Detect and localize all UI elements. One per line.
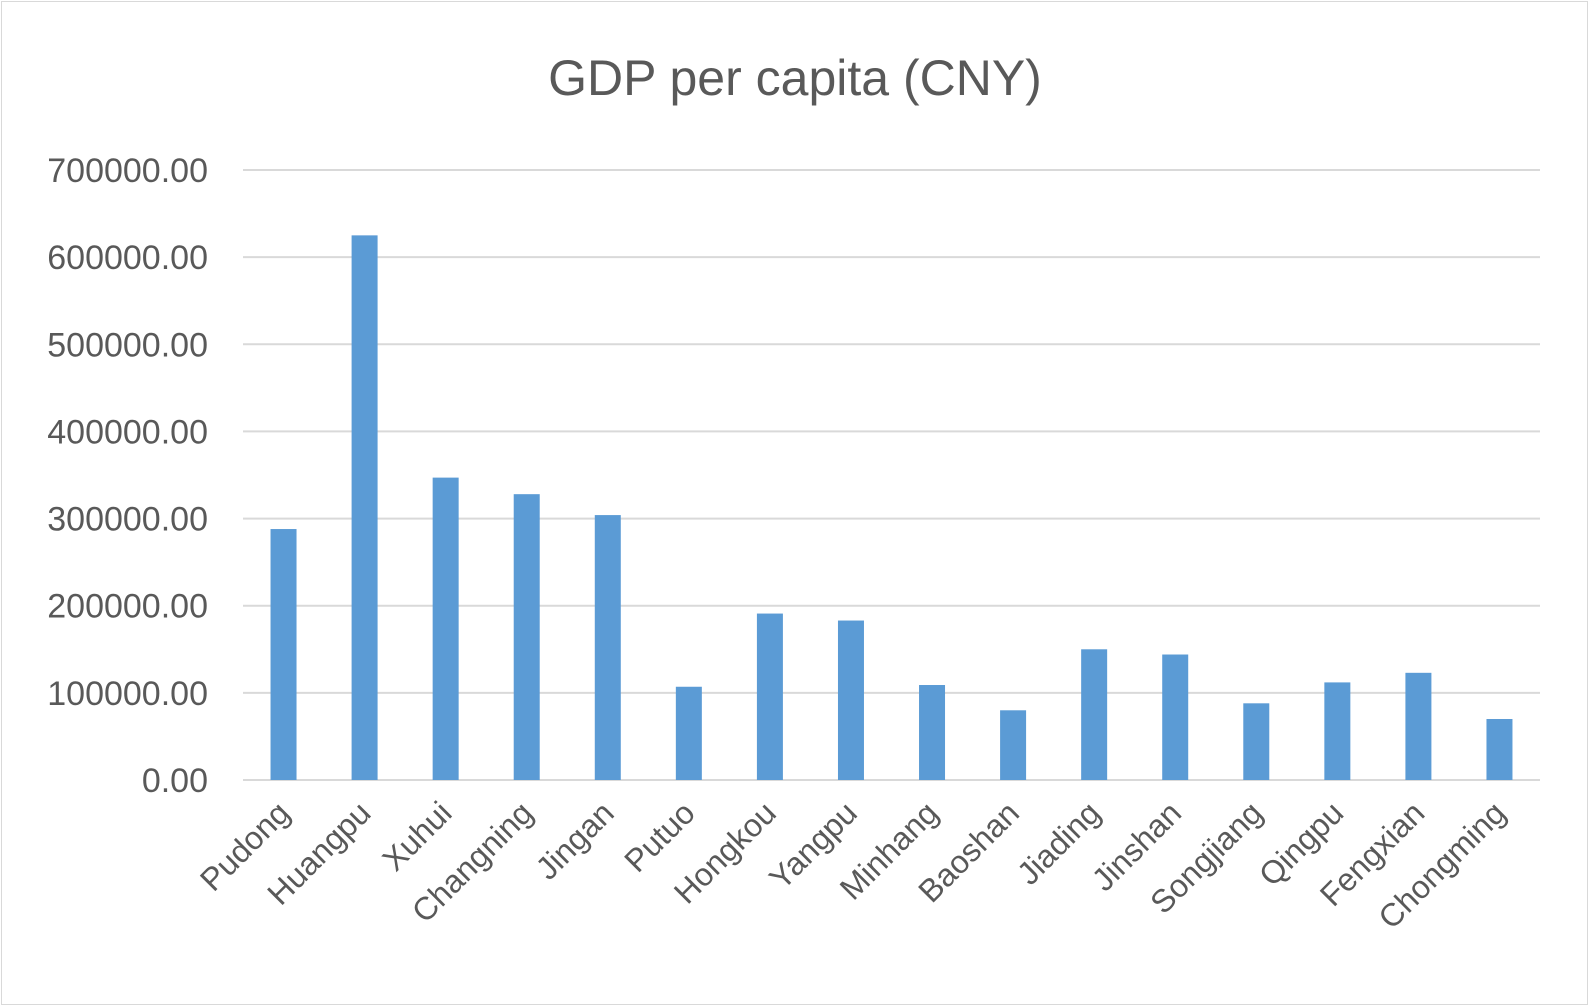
bar-changning (513, 494, 540, 780)
bar-xuhui (432, 477, 459, 780)
x-category-label: Jingan (529, 794, 621, 886)
y-tick-label: 700000.00 (47, 152, 208, 190)
y-axis-tick-labels: 0.00 100000.00 200000.00 300000.00 400000.00… (47, 152, 208, 800)
chart-title: GDP per capita (CNY) (548, 50, 1042, 106)
y-tick-label: 400000.00 (47, 413, 208, 451)
y-tick-label: 500000.00 (47, 326, 208, 364)
bar-pudong (270, 529, 297, 780)
y-tick-label: 300000.00 (47, 501, 208, 539)
y-tick-label: 200000.00 (47, 588, 208, 626)
bar-qingpu (1324, 682, 1351, 780)
bar-fengxian (1405, 672, 1432, 780)
bar-jingan (594, 515, 621, 780)
bar-baoshan (1000, 710, 1027, 780)
bar-huangpu (351, 235, 378, 780)
bar-jinshan (1162, 654, 1189, 780)
bar-minhang (919, 685, 946, 780)
y-tick-label: 0.00 (142, 762, 208, 800)
bar-chongming (1486, 719, 1513, 780)
bar-hongkou (756, 613, 783, 780)
bar-putuo (675, 686, 702, 780)
bars (270, 235, 1513, 780)
bar-yangpu (837, 620, 864, 780)
bar-jiading (1081, 649, 1108, 780)
gridlines (243, 169, 1540, 781)
bar-songjiang (1243, 703, 1270, 780)
y-tick-label: 100000.00 (47, 675, 208, 713)
y-tick-label: 600000.00 (47, 239, 208, 277)
x-axis-category-labels: PudongHuangpuXuhuiChangningJinganPutuoHo… (193, 794, 1512, 935)
